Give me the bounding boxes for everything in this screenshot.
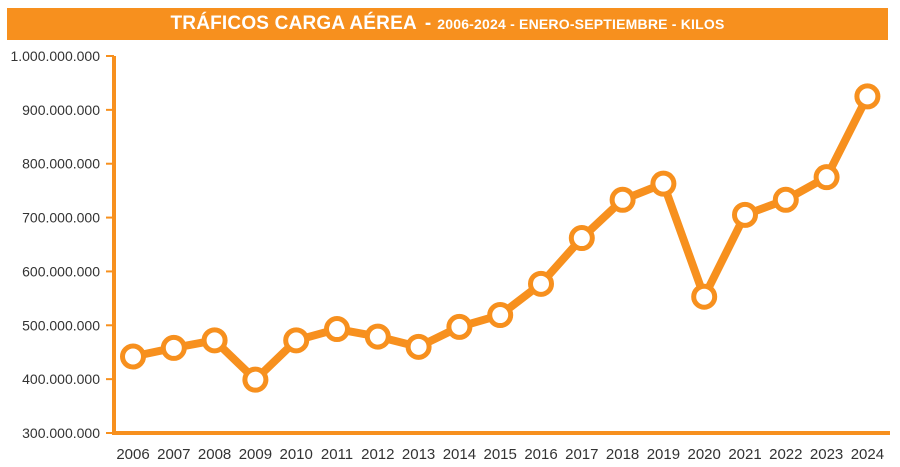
data-point xyxy=(405,333,432,360)
x-tick-label: 2019 xyxy=(647,446,680,463)
x-tick-label: 2022 xyxy=(769,446,802,463)
y-tick-label: 700.000.000 xyxy=(22,210,100,226)
x-tick-label: 2013 xyxy=(402,446,435,463)
data-point xyxy=(650,170,677,197)
data-point xyxy=(691,283,718,310)
data-point xyxy=(609,186,636,213)
data-point xyxy=(487,302,514,329)
y-axis-ticks: 300.000.000 400.000.000 500.000.000 600.000… xyxy=(10,48,114,441)
data-point xyxy=(283,327,310,354)
data-point xyxy=(201,327,228,354)
title-separator: - xyxy=(424,13,432,34)
series-layer xyxy=(120,83,881,393)
x-axis-ticks: 2006 2007 2008 2009 2010 2011 2012 2013 2014 2015… xyxy=(116,446,884,463)
chart-title-bar: TRÁFICOS CARGA AÉREA - 2006-2024 - ENERO… xyxy=(7,8,888,40)
x-tick-label: 2016 xyxy=(524,446,557,463)
y-tick-label: 600.000.000 xyxy=(22,263,100,279)
x-tick-label: 2008 xyxy=(198,446,231,463)
x-tick-label: 2017 xyxy=(565,446,598,463)
y-tick-label: 400.000.000 xyxy=(22,371,100,387)
data-point xyxy=(120,343,146,370)
data-point xyxy=(242,366,269,393)
y-tick-label: 300.000.000 xyxy=(22,425,100,441)
data-point xyxy=(732,201,758,228)
y-tick-label: 1.000.000.000 xyxy=(10,48,100,64)
x-tick-label: 2014 xyxy=(443,446,476,463)
y-tick-label: 900.000.000 xyxy=(22,102,100,118)
x-tick-label: 2021 xyxy=(728,446,761,463)
data-point xyxy=(446,313,473,340)
x-tick-label: 2018 xyxy=(606,446,639,463)
x-tick-label: 2012 xyxy=(361,446,394,463)
x-tick-label: 2010 xyxy=(280,446,313,463)
chart-title: TRÁFICOS CARGA AÉREA xyxy=(170,13,417,34)
series-line xyxy=(129,92,872,384)
x-tick-label: 2023 xyxy=(810,446,843,463)
data-point xyxy=(324,316,350,343)
chart-subtitle: 2006-2024 - ENERO-SEPTIEMBRE - KILOS xyxy=(437,16,725,32)
data-point xyxy=(568,225,595,252)
x-tick-label: 2011 xyxy=(321,446,353,463)
data-point xyxy=(528,270,554,297)
y-tick-label: 800.000.000 xyxy=(22,156,100,172)
x-tick-label: 2009 xyxy=(239,446,272,463)
chart-axes xyxy=(112,56,890,435)
x-tick-label: 2007 xyxy=(157,446,190,463)
x-tick-label: 2020 xyxy=(688,446,721,463)
data-point xyxy=(813,164,840,191)
data-point xyxy=(364,323,391,350)
data-point xyxy=(772,186,799,213)
y-tick-label: 500.000.000 xyxy=(22,317,100,333)
x-tick-label: 2024 xyxy=(851,446,884,463)
x-tick-label: 2006 xyxy=(116,446,149,463)
x-tick-label: 2015 xyxy=(484,446,517,463)
data-point xyxy=(854,83,881,110)
data-point xyxy=(160,334,187,361)
